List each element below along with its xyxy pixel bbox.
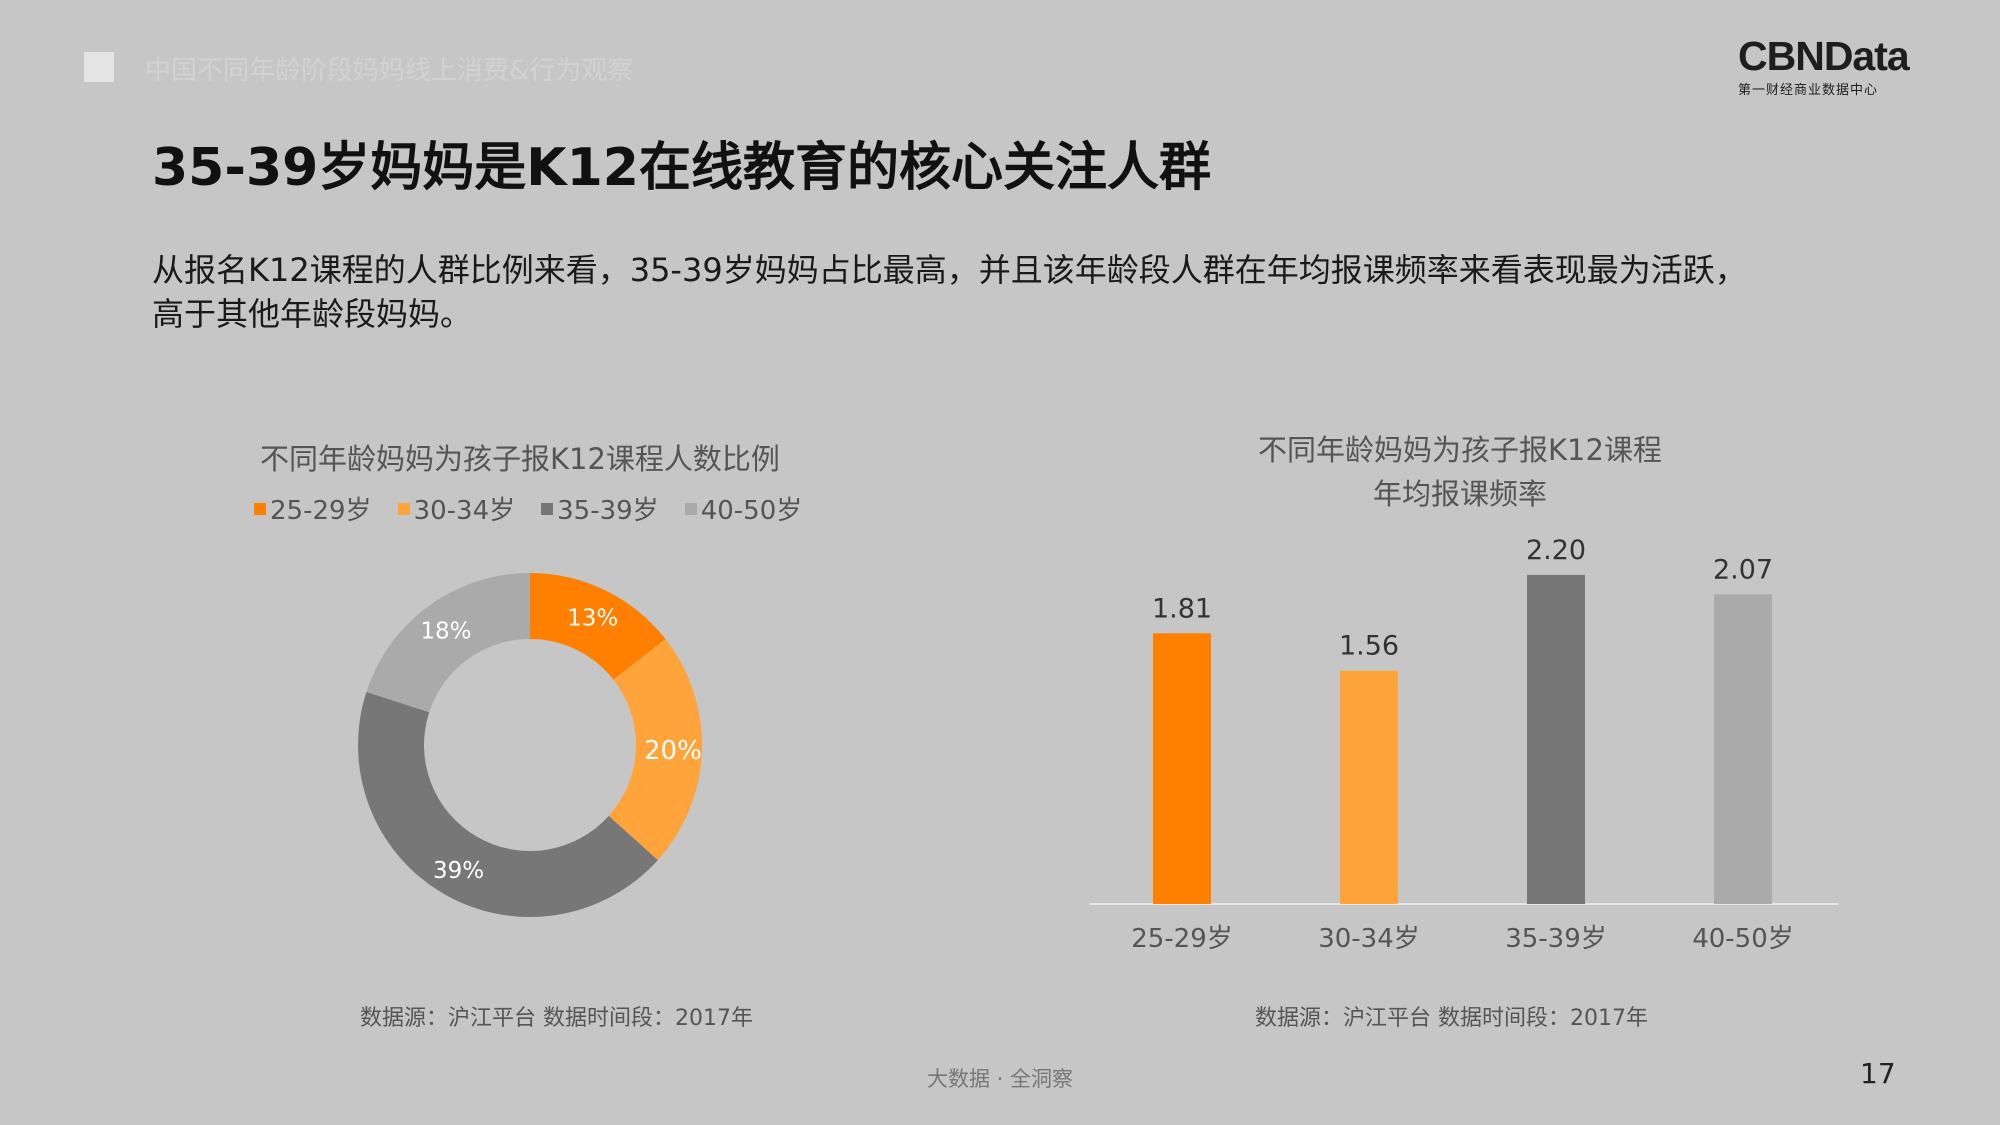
bar-value-label-30-34: 1.56 — [1339, 631, 1399, 662]
donut-slice-30-34 — [608, 639, 702, 861]
legend-swatch-25-29 — [254, 502, 266, 515]
bar-category-label-30-34: 30-34岁 — [1318, 924, 1420, 954]
logo-subtitle: 第一财经商业数据中心 — [1738, 83, 1879, 98]
legend-item-40-50: 40-50岁 — [684, 490, 803, 527]
legend-item-30-34: 30-34岁 — [397, 490, 516, 527]
cbndata-logo: CBNData 第一财经商业数据中心 — [1738, 33, 1918, 99]
section-marker — [84, 52, 114, 82]
donut-slice-35-39 — [358, 691, 658, 917]
bar-25-29 — [1153, 633, 1211, 904]
legend-label-30-34: 30-34岁 — [413, 496, 516, 526]
legend-label-40-50: 40-50岁 — [700, 496, 803, 526]
donut-chart-title: 不同年龄妈妈为孩子报K12课程人数比例 — [260, 442, 780, 476]
bar-40-50 — [1714, 594, 1772, 904]
bar-30-34 — [1340, 670, 1398, 904]
bar-chart-title-line-1: 不同年龄妈妈为孩子报K12课程 — [1258, 433, 1662, 467]
bar-value-label-25-29: 1.81 — [1152, 593, 1212, 624]
footer-slogan: 大数据 · 全洞察 — [926, 1067, 1074, 1091]
page-description: 从报名K12课程的人群比例来看，35-39岁妈妈占比最高，并且该年龄段人群在年均… — [152, 248, 1852, 336]
bar-category-label-40-50: 40-50岁 — [1692, 924, 1794, 954]
bar-data-source: 数据源：沪江平台 数据时间段：2017年 — [1255, 1006, 1648, 1031]
legend-swatch-35-39 — [541, 502, 554, 515]
bar-chart: 1.81 25-29岁 1.56 30-34岁 2.20 35-39岁 2.07 40-50岁 — [1090, 535, 1838, 954]
logo-wordmark: CBNData — [1738, 33, 1910, 79]
donut-label-35-39: 39% — [433, 858, 484, 884]
donut-label-25-29: 13% — [567, 605, 618, 631]
section-title: 中国不同年龄阶段妈妈线上消费&行为观察 — [145, 56, 634, 86]
donut-slice-40-50 — [366, 573, 530, 713]
donut-legend: 25-29岁 30-34岁 35-39岁 40-50岁 — [254, 490, 828, 527]
legend-label-25-29: 25-29岁 — [270, 496, 372, 526]
bar-category-label-35-39: 35-39岁 — [1505, 924, 1607, 954]
donut-slice-25-29 — [530, 573, 666, 680]
donut-label-30-34: 20% — [644, 736, 702, 766]
legend-label-35-39: 35-39岁 — [557, 496, 659, 526]
bar-chart-title: 不同年龄妈妈为孩子报K12课程 年均报课频率 — [1180, 428, 1740, 516]
page-number: 17 — [1860, 1057, 1896, 1090]
donut-data-source: 数据源：沪江平台 数据时间段：2017年 — [360, 1006, 753, 1031]
bar-35-39 — [1527, 574, 1585, 904]
legend-swatch-30-34 — [397, 502, 410, 515]
legend-item-35-39: 35-39岁 — [541, 490, 659, 527]
donut-label-40-50: 18% — [420, 618, 471, 644]
description-line-2: 高于其他年龄段妈妈。 — [152, 295, 473, 333]
bar-category-label-25-29: 25-29岁 — [1131, 924, 1233, 954]
bar-value-label-35-39: 2.20 — [1526, 535, 1586, 566]
description-line-1: 从报名K12课程的人群比例来看，35-39岁妈妈占比最高，并且该年龄段人群在年均… — [152, 251, 1747, 289]
bar-value-label-40-50: 2.07 — [1713, 554, 1773, 585]
bar-chart-title-line-2: 年均报课频率 — [1372, 477, 1547, 511]
legend-swatch-40-50 — [684, 502, 697, 515]
page-title: 35-39岁妈妈是K12在线教育的核心关注人群 — [152, 138, 1211, 198]
legend-item-25-29: 25-29岁 — [254, 490, 372, 527]
donut-chart: 13% 20% 39% 18% — [358, 573, 702, 917]
